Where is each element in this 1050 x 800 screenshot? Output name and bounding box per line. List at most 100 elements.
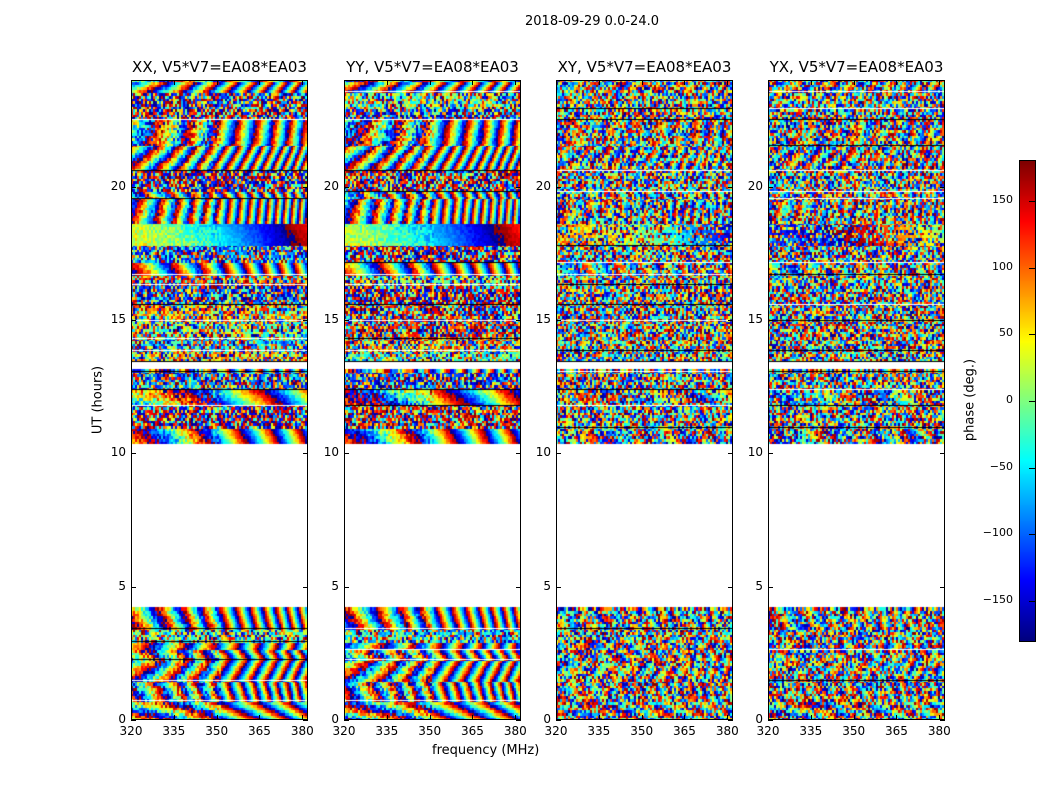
x-tick (429, 715, 431, 720)
y-tick-label: 20 (323, 178, 339, 193)
y-tick (940, 320, 945, 321)
y-tick-label: 15 (110, 312, 126, 326)
x-tick-label: 350 (630, 724, 654, 738)
x-tick-label: 365 (885, 724, 908, 738)
y-tick-label: 10 (110, 445, 126, 460)
y-tick (303, 586, 308, 588)
y-tick (344, 320, 349, 321)
y-tick (768, 586, 773, 588)
x-tick (810, 715, 812, 720)
x-tick (216, 80, 218, 85)
y-tick (344, 186, 349, 188)
colorbar-label: phase (deg.) (962, 358, 978, 442)
y-tick (516, 720, 521, 721)
x-tick (641, 715, 643, 720)
y-tick-label: 10 (323, 445, 339, 460)
y-tick (516, 586, 521, 588)
x-tick (556, 715, 557, 720)
y-tick (303, 453, 308, 455)
y-tick (556, 320, 561, 321)
y-tick (303, 186, 308, 188)
x-tick (386, 80, 388, 85)
y-tick (344, 453, 349, 455)
y-tick (728, 720, 733, 721)
colorbar-tick (1029, 467, 1035, 469)
y-tick (556, 186, 561, 188)
panel-frame-3 (556, 80, 733, 720)
x-tick (598, 80, 600, 85)
heatmap-panel-4 (768, 80, 945, 720)
x-tick (810, 80, 812, 85)
y-tick-label: 0 (118, 712, 126, 726)
figure-title: 2018-09-29 0.0-24.0 (525, 14, 659, 29)
x-tick (684, 715, 686, 720)
y-tick (344, 720, 349, 721)
x-tick (131, 80, 132, 85)
colorbar-tick (1029, 601, 1035, 602)
y-tick-label: 20 (110, 178, 126, 193)
x-tick (429, 80, 431, 85)
x-tick (556, 80, 557, 85)
y-tick (728, 586, 733, 588)
x-tick-label: 365 (461, 724, 484, 738)
y-tick-label: 5 (118, 578, 126, 593)
heatmap-panel-2 (344, 80, 521, 720)
x-tick (896, 715, 898, 720)
x-tick-label: 350 (842, 724, 866, 738)
y-tick-label: 10 (535, 445, 551, 460)
x-tick (515, 715, 517, 720)
y-tick (768, 720, 773, 721)
y-tick (516, 453, 521, 455)
y-tick (131, 720, 136, 721)
x-tick-label: 365 (673, 724, 696, 738)
x-tick (727, 80, 729, 85)
x-tick (939, 715, 941, 720)
x-tick-label: 380 (290, 724, 314, 738)
x-tick-label: 320 (756, 724, 780, 738)
y-tick-label: 15 (323, 312, 339, 326)
x-tick-label: 380 (503, 724, 527, 738)
y-tick-label: 20 (747, 178, 763, 193)
colorbar-tick (1029, 267, 1035, 269)
x-tick (259, 715, 261, 720)
y-tick (728, 186, 733, 188)
panel-title-4: YX, V5*V7=EA08*EA03 (769, 58, 944, 76)
colorbar-tick (1029, 534, 1035, 536)
colorbar-tick-label: −50 (989, 459, 1013, 473)
x-tick (768, 715, 769, 720)
y-tick-label: 0 (331, 712, 339, 726)
x-tick (939, 80, 941, 85)
y-tick-label: 5 (331, 578, 339, 593)
y-tick-label: 5 (755, 578, 763, 593)
panel-frame-2 (344, 80, 521, 720)
x-tick (853, 715, 855, 720)
y-tick-label: 5 (543, 578, 551, 593)
y-tick (768, 320, 773, 321)
colorbar-tick-label: 100 (992, 259, 1013, 273)
y-tick-label: 15 (747, 312, 763, 326)
y-tick (728, 453, 733, 455)
y-tick (940, 586, 945, 588)
x-tick (896, 80, 898, 85)
y-tick (940, 453, 945, 455)
y-tick-label: 0 (543, 712, 551, 726)
colorbar-tick (1029, 201, 1035, 202)
y-tick (516, 186, 521, 188)
y-tick (303, 720, 308, 721)
y-tick (556, 586, 561, 588)
colorbar-tick-label: −100 (982, 526, 1013, 540)
x-tick (259, 80, 261, 85)
x-tick (641, 80, 643, 85)
x-tick (768, 80, 769, 85)
x-tick (472, 80, 474, 85)
y-tick (131, 586, 136, 588)
x-tick (173, 715, 175, 720)
x-tick (302, 80, 304, 85)
x-tick (216, 715, 218, 720)
x-tick-label: 365 (248, 724, 271, 738)
y-tick (768, 453, 773, 455)
colorbar-tick (1029, 401, 1035, 402)
y-axis-label: UT (hours) (90, 365, 106, 435)
x-tick-label: 320 (544, 724, 568, 738)
